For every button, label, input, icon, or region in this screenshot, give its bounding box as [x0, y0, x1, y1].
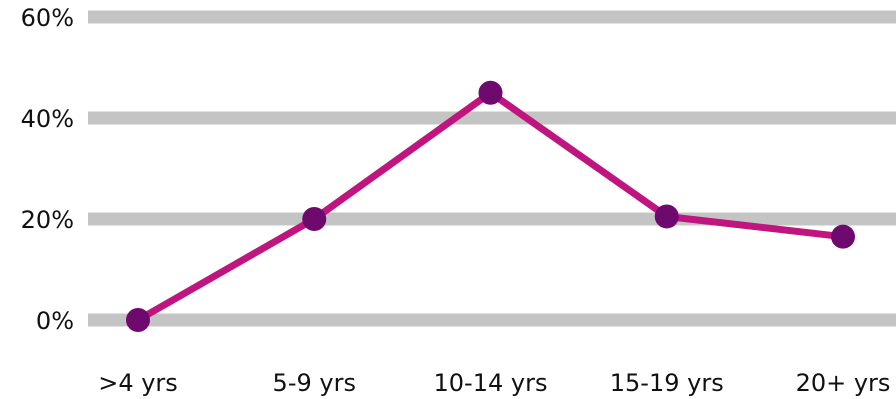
x-tick-label: 10-14 yrs: [434, 369, 548, 397]
series-line-segment: [310, 89, 494, 223]
x-tick-label: 5-9 yrs: [273, 369, 356, 397]
series-line-segment: [134, 215, 318, 324]
y-tick-label: 0%: [36, 307, 74, 335]
y-axis-tick-labels: 0% 20% 40% 60%: [21, 4, 74, 335]
series-lines: [134, 89, 847, 324]
data-point: [831, 224, 855, 249]
x-tick-label: 20+ yrs: [796, 369, 891, 397]
data-point: [302, 207, 327, 231]
x-axis-tick-labels: >4 yrs 5-9 yrs 10-14 yrs 15-19 yrs 20+ yrs: [98, 369, 890, 397]
x-tick-label: 15-19 yrs: [610, 369, 724, 397]
y-tick-label: 20%: [21, 206, 74, 234]
data-point: [654, 204, 679, 229]
series-line-segment: [487, 89, 671, 220]
series-line-segment: [663, 212, 847, 241]
series-points: [126, 80, 855, 332]
y-tick-label: 60%: [21, 4, 74, 32]
data-point: [478, 80, 503, 105]
gridlines: [88, 10, 896, 327]
x-tick-label: >4 yrs: [98, 369, 178, 397]
data-point: [126, 308, 150, 332]
y-tick-label: 40%: [21, 105, 74, 133]
